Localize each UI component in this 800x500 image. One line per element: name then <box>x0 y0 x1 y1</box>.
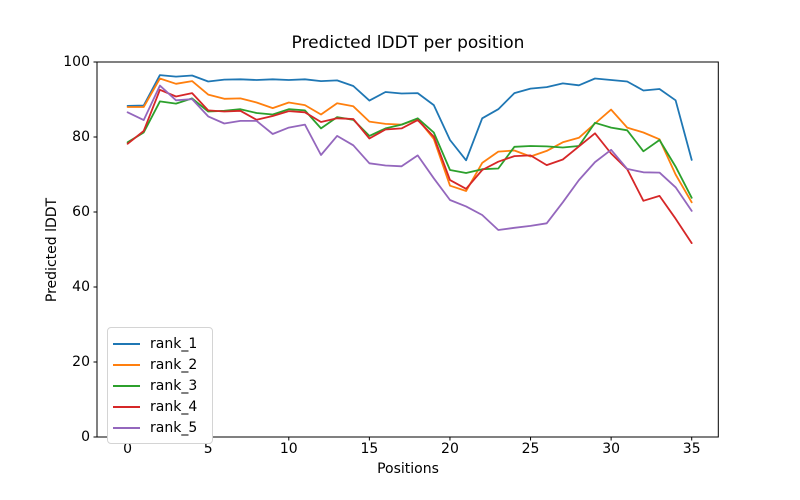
x-tick-label: 35 <box>682 441 701 457</box>
legend-item-rank_1: rank_1 <box>113 333 203 354</box>
series-line-rank_5 <box>126 84 693 231</box>
plot-box-spines <box>96 61 719 438</box>
legend: rank_1 rank_2 rank_3 rank_4 rank_5 <box>107 327 213 444</box>
y-tick-label: 100 <box>63 53 90 70</box>
legend-line-sample <box>113 426 140 429</box>
y-tick-label: 80 <box>72 128 90 145</box>
x-tick-label: 20 <box>441 441 459 457</box>
chart-title: Predicted lDDT per position <box>291 33 525 53</box>
y-axis-label: Predicted lDDT <box>44 197 60 303</box>
legend-item-rank_3: rank_3 <box>113 375 203 396</box>
series-line-rank_4 <box>126 88 693 245</box>
legend-line-sample <box>113 405 140 408</box>
x-tick-label: 10 <box>279 441 298 457</box>
y-tick-label: 0 <box>81 428 90 445</box>
x-axis-label: Positions <box>377 461 439 477</box>
x-tick-label: 5 <box>203 441 213 457</box>
y-tick-label: 40 <box>72 278 90 295</box>
legend-label: rank_4 <box>150 398 198 415</box>
legend-item-rank_2: rank_2 <box>113 354 203 375</box>
x-tick-label: 15 <box>360 441 379 457</box>
series-line-rank_2 <box>126 77 693 204</box>
x-tick-label: 25 <box>521 441 540 457</box>
legend-item-rank_5: rank_5 <box>113 417 203 438</box>
legend-label: rank_1 <box>150 335 198 352</box>
legend-label: rank_2 <box>150 356 198 373</box>
legend-label: rank_3 <box>150 377 198 394</box>
x-tick-label: 0 <box>123 441 133 457</box>
x-tick-label: 30 <box>602 441 621 457</box>
y-tick-label: 20 <box>72 353 90 370</box>
legend-line-sample <box>113 363 140 366</box>
legend-label: rank_5 <box>150 419 198 436</box>
series-line-rank_1 <box>126 74 693 162</box>
legend-item-rank_4: rank_4 <box>113 396 203 417</box>
y-tick-label: 60 <box>72 203 90 220</box>
legend-line-sample <box>113 342 140 345</box>
legend-line-sample <box>113 384 140 387</box>
